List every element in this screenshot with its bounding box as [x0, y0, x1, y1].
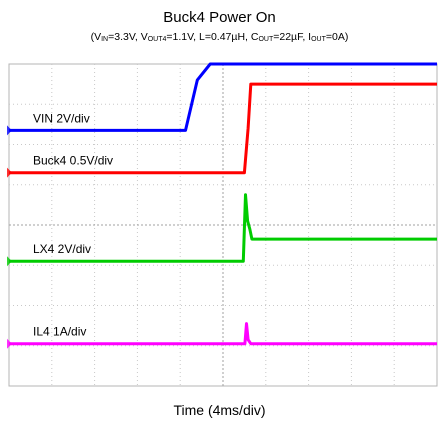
il4-scale-label: IL4 1A/div: [33, 325, 86, 339]
vin-trace: [9, 62, 437, 132]
iout-subscript: OUT: [311, 36, 326, 43]
subtitle-vin-value: =3.3V, V: [108, 31, 148, 43]
channel-labels: VIN 2V/div Buck4 0.5V/div LX4 2V/div IL4 1A…: [33, 111, 113, 338]
vout-subscript: OUT4: [147, 36, 167, 43]
subtitle-open: (V: [90, 31, 102, 43]
x-axis-label: Time (4ms/div): [173, 402, 266, 418]
buck4-trace: [9, 82, 437, 175]
grid: [9, 64, 437, 386]
traces: [9, 62, 437, 346]
il4-trace: [9, 322, 437, 346]
chart-subtitle: (VIN=3.3V, VOUT4=1.1V, L=0.47µH, COUT=22…: [0, 31, 439, 43]
subtitle-cout-value: =22µF, I: [273, 31, 312, 43]
lx4-scale-label: LX4 2V/div: [33, 242, 91, 256]
vin-scale-label: VIN 2V/div: [33, 111, 90, 125]
subtitle-vout-value: =1.1V, L=0.47µH, C: [166, 31, 259, 43]
vin-subscript: IN: [101, 36, 109, 43]
buck4-scale-label: Buck4 0.5V/div: [33, 154, 113, 168]
subtitle-iout-value: =0A): [325, 31, 349, 43]
chart-title: Buck4 Power On: [163, 9, 276, 26]
cout-subscript: OUT: [258, 36, 274, 43]
lx4-trace: [9, 193, 437, 263]
